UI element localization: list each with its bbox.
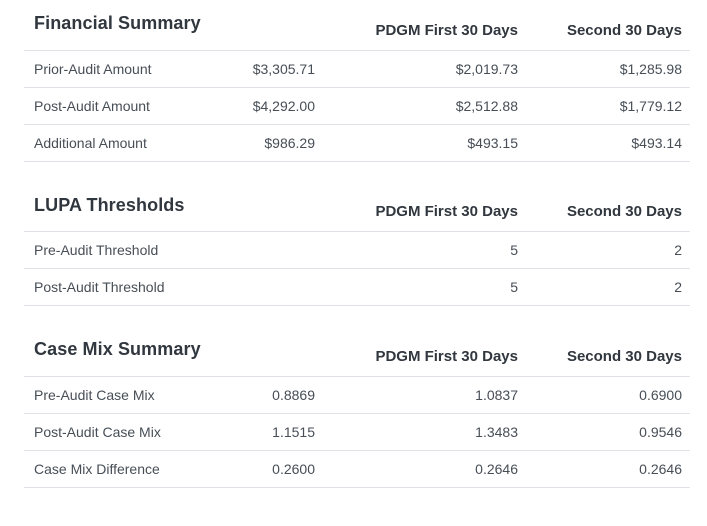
section-lupa-thresholds: LUPA Thresholds PDGM First 30 Days Secon… — [24, 189, 690, 306]
row-value-first30: 0.2646 — [323, 450, 526, 488]
row-label: Additional Amount — [24, 124, 234, 162]
column-header-total — [234, 8, 323, 51]
row-value-total: 1.1515 — [234, 413, 323, 451]
row-label: Post-Audit Threshold — [24, 268, 234, 306]
section-title: LUPA Thresholds — [24, 189, 234, 232]
row-value-second30: $1,285.98 — [526, 50, 690, 88]
table-row: Case Mix Difference 0.2600 0.2646 0.2646 — [24, 450, 690, 488]
section-financial-summary: Financial Summary PDGM First 30 Days Sec… — [24, 8, 690, 162]
column-header-total — [234, 189, 323, 232]
row-label: Pre-Audit Case Mix — [24, 376, 234, 414]
row-value-total: 0.2600 — [234, 450, 323, 488]
row-value-total: 0.8869 — [234, 376, 323, 414]
table-row: Prior-Audit Amount $3,305.71 $2,019.73 $… — [24, 50, 690, 88]
financial-summary-table: Financial Summary PDGM First 30 Days Sec… — [24, 8, 690, 162]
column-header-total — [234, 334, 323, 377]
column-header-second-30-days: Second 30 Days — [526, 8, 690, 51]
table-header-row: LUPA Thresholds PDGM First 30 Days Secon… — [24, 189, 690, 232]
section-title: Case Mix Summary — [24, 334, 234, 377]
table-row: Pre-Audit Case Mix 0.8869 1.0837 0.6900 — [24, 376, 690, 414]
row-value-second30: 0.6900 — [526, 376, 690, 414]
table-row: Additional Amount $986.29 $493.15 $493.1… — [24, 124, 690, 162]
row-label: Pre-Audit Threshold — [24, 231, 234, 269]
column-header-second-30-days: Second 30 Days — [526, 334, 690, 377]
row-value-first30: $2,512.88 — [323, 87, 526, 125]
table-row: Post-Audit Amount $4,292.00 $2,512.88 $1… — [24, 87, 690, 125]
row-value-first30: 1.0837 — [323, 376, 526, 414]
table-header-row: Case Mix Summary PDGM First 30 Days Seco… — [24, 334, 690, 377]
row-value-total: $986.29 — [234, 124, 323, 162]
row-value-total: $3,305.71 — [234, 50, 323, 88]
row-value-first30: 5 — [323, 268, 526, 306]
column-header-pdgm-first-30-days: PDGM First 30 Days — [323, 334, 526, 377]
row-value-second30: $1,779.12 — [526, 87, 690, 125]
row-value-second30: 0.9546 — [526, 413, 690, 451]
row-value-total: $4,292.00 — [234, 87, 323, 125]
row-label: Post-Audit Amount — [24, 87, 234, 125]
column-header-second-30-days: Second 30 Days — [526, 189, 690, 232]
lupa-thresholds-table: LUPA Thresholds PDGM First 30 Days Secon… — [24, 189, 690, 306]
row-value-total — [234, 231, 323, 269]
table-row: Post-Audit Threshold 5 2 — [24, 268, 690, 306]
row-label: Case Mix Difference — [24, 450, 234, 488]
row-value-second30: 2 — [526, 268, 690, 306]
section-case-mix-summary: Case Mix Summary PDGM First 30 Days Seco… — [24, 334, 690, 488]
row-value-total — [234, 268, 323, 306]
column-header-pdgm-first-30-days: PDGM First 30 Days — [323, 8, 526, 51]
section-title: Financial Summary — [24, 8, 234, 51]
table-row: Pre-Audit Threshold 5 2 — [24, 231, 690, 269]
column-header-pdgm-first-30-days: PDGM First 30 Days — [323, 189, 526, 232]
row-value-first30: $493.15 — [323, 124, 526, 162]
table-header-row: Financial Summary PDGM First 30 Days Sec… — [24, 8, 690, 51]
row-value-second30: 0.2646 — [526, 450, 690, 488]
row-value-second30: 2 — [526, 231, 690, 269]
case-mix-summary-table: Case Mix Summary PDGM First 30 Days Seco… — [24, 334, 690, 488]
row-value-first30: 1.3483 — [323, 413, 526, 451]
row-value-first30: $2,019.73 — [323, 50, 526, 88]
row-value-first30: 5 — [323, 231, 526, 269]
row-label: Post-Audit Case Mix — [24, 413, 234, 451]
row-label: Prior-Audit Amount — [24, 50, 234, 88]
row-value-second30: $493.14 — [526, 124, 690, 162]
table-row: Post-Audit Case Mix 1.1515 1.3483 0.9546 — [24, 413, 690, 451]
